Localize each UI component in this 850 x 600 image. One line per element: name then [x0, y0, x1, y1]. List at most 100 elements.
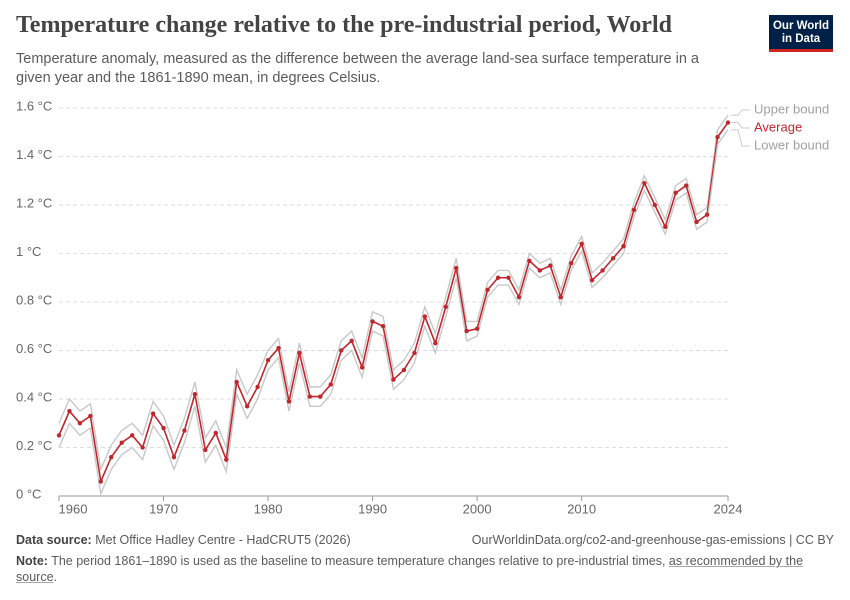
point: [537, 268, 543, 273]
y-tick-label: 1.2 °C: [16, 195, 52, 210]
point: [161, 425, 166, 431]
point: [213, 430, 218, 436]
chart-subtitle: Temperature anomaly, measured as the dif…: [16, 51, 699, 86]
point: [725, 120, 731, 125]
point: [673, 190, 678, 196]
point: [359, 365, 365, 370]
point: [558, 294, 563, 300]
point: [610, 256, 616, 261]
point: [443, 304, 448, 310]
x-tick-label: 1990: [358, 501, 387, 516]
point: [433, 341, 438, 346]
note-text: The period 1861–1890 is used as the base…: [51, 554, 669, 568]
label-connector: [731, 109, 750, 116]
point: [495, 275, 501, 280]
point: [265, 358, 271, 363]
y-tick-label: 0 °C: [16, 486, 41, 501]
point: [77, 421, 83, 426]
y-tick-label: 1.6 °C: [16, 98, 52, 113]
point: [652, 202, 658, 208]
series-label: Lower bound: [754, 137, 829, 152]
point: [715, 134, 720, 140]
point: [663, 224, 668, 230]
y-tick-label: 0.4 °C: [16, 389, 52, 404]
series-label: Average: [754, 119, 802, 134]
point: [704, 212, 710, 217]
note-label: Note:: [16, 554, 48, 568]
point: [506, 275, 511, 280]
point: [579, 241, 584, 246]
point: [621, 244, 626, 249]
point: [422, 314, 428, 319]
chart-title: Temperature change relative to the pre-i…: [16, 12, 672, 38]
point: [328, 382, 333, 387]
point: [88, 413, 93, 419]
point: [255, 384, 260, 390]
url[interactable]: OurWorldinData.org/co2-and-greenhouse-ga…: [471, 533, 834, 547]
point: [683, 183, 689, 188]
point: [98, 479, 104, 484]
x-tick-label: 2000: [463, 501, 492, 516]
series-label: Upper bound: [754, 101, 829, 116]
source: Met Office Hadley Centre - HadCRUT5 (202…: [95, 533, 351, 547]
label-connector: [731, 122, 750, 129]
note: Note: The period 1861–1890 is used as th…: [16, 553, 816, 585]
x-tick-label: 2024: [714, 501, 743, 516]
point: [150, 411, 156, 416]
x-tick-label: 1970: [149, 501, 178, 516]
point: [516, 294, 522, 300]
point: [401, 367, 407, 373]
point: [140, 445, 145, 450]
footer: Data source: Met Office Hadley Centre - …: [16, 533, 834, 547]
x-tick-label: 2010: [567, 501, 596, 516]
point: [119, 440, 124, 445]
logo-line: Our World: [772, 20, 829, 32]
point: [286, 399, 292, 404]
point: [182, 428, 187, 433]
point: [642, 180, 647, 186]
point: [380, 324, 386, 329]
point: [694, 219, 699, 225]
point: [589, 277, 595, 283]
point: [412, 350, 417, 356]
point: [244, 404, 250, 409]
point: [203, 447, 208, 453]
y-tick-label: 0.6 °C: [16, 341, 52, 356]
series-line: [58, 114, 729, 472]
note-end: .: [53, 570, 58, 584]
point: [527, 258, 532, 263]
point: [224, 457, 229, 462]
point: [171, 455, 177, 460]
point: [192, 391, 198, 397]
point: [307, 394, 313, 399]
note-link[interactable]: as recommended by the source: [16, 554, 804, 584]
point: [318, 394, 323, 399]
point: [370, 319, 375, 324]
point: [339, 348, 344, 353]
point: [129, 433, 135, 438]
point: [464, 328, 469, 334]
logo-line: in Data: [781, 33, 821, 45]
y-tick-label: 0.8 °C: [16, 292, 52, 307]
point: [276, 345, 281, 351]
point: [485, 287, 490, 293]
x-tick-label: 1960: [59, 501, 88, 516]
point: [67, 408, 72, 414]
point: [569, 261, 574, 266]
logo[interactable]: Our World in Data: [769, 15, 833, 52]
point: [474, 326, 480, 331]
y-tick-label: 0.2 °C: [16, 438, 52, 453]
x-tick-label: 1980: [254, 501, 283, 516]
source-label: Data source:: [16, 533, 92, 547]
series-line: [58, 129, 729, 497]
point: [548, 263, 553, 268]
point: [109, 455, 114, 460]
y-tick-label: 1 °C: [16, 244, 41, 259]
point: [349, 338, 354, 343]
point: [234, 379, 239, 385]
point: [454, 265, 459, 271]
y-tick-label: 1.4 °C: [16, 147, 52, 162]
point: [631, 207, 637, 213]
